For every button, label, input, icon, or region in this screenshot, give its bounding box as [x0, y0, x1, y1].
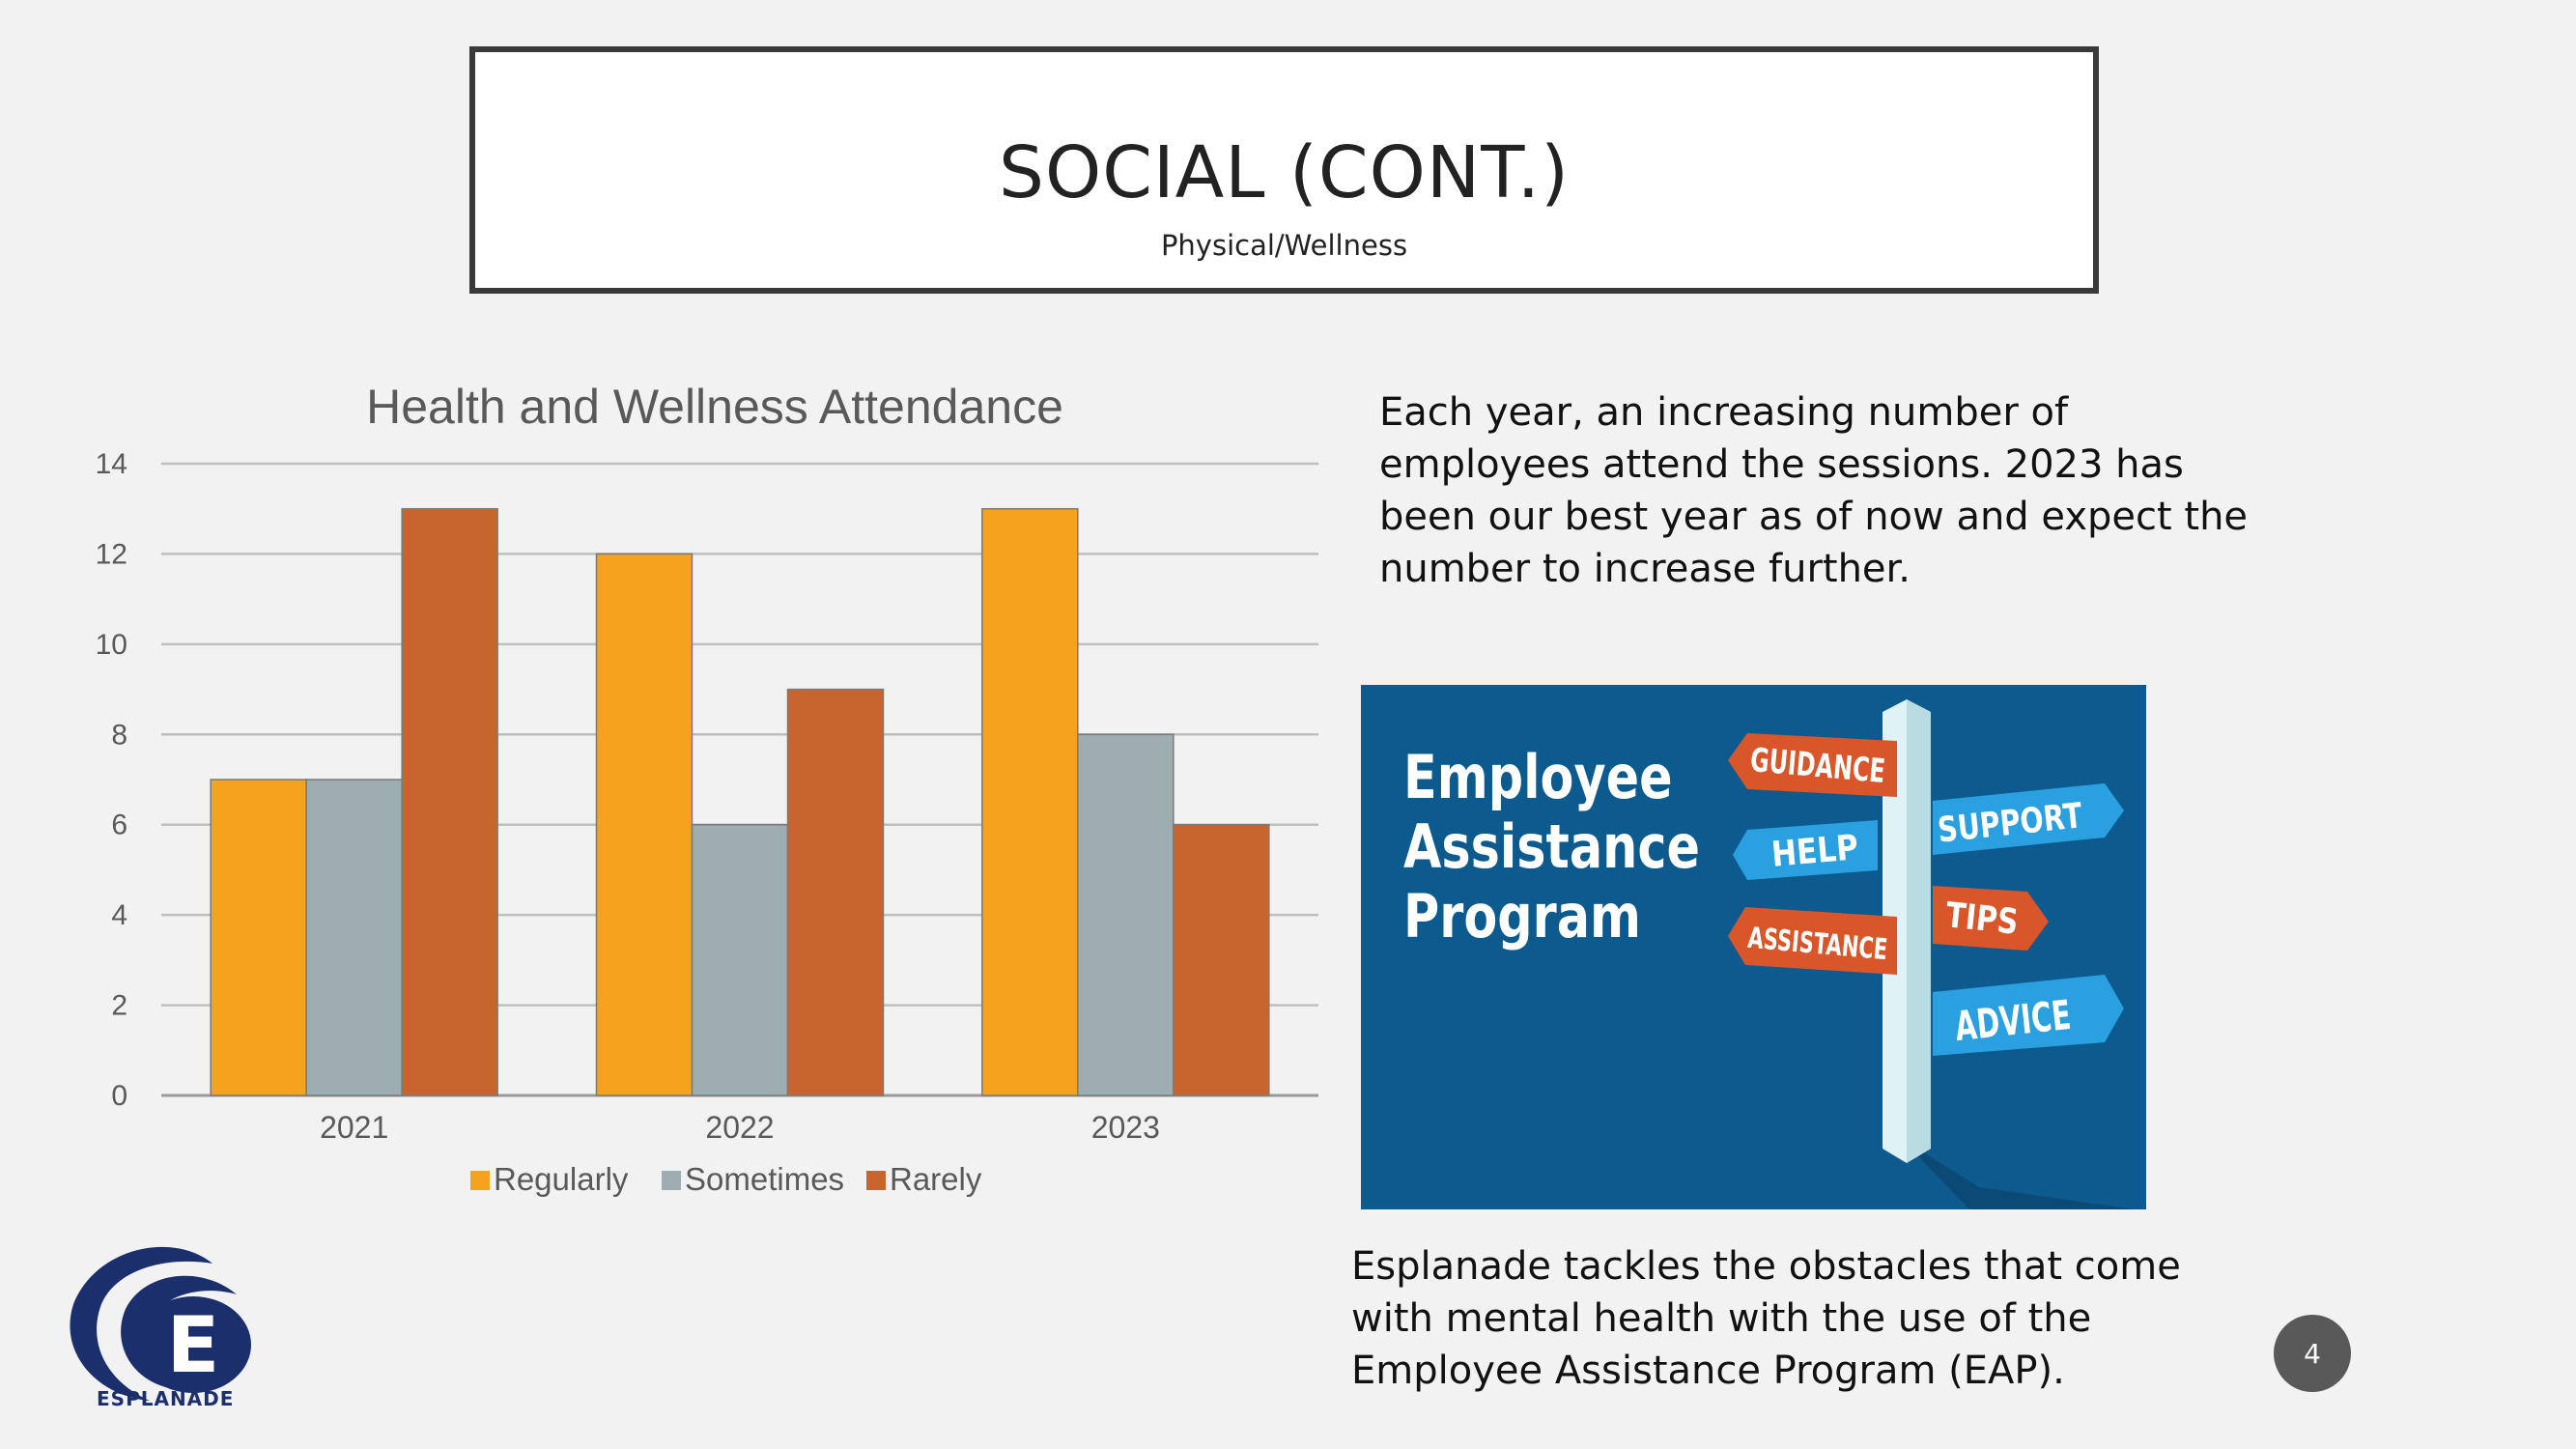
legend-swatch-rarely: [866, 1171, 886, 1190]
bar-regularly-2021: [210, 779, 307, 1096]
legend-swatch-regularly: [470, 1171, 490, 1190]
y-tick-label: 8: [111, 719, 127, 751]
y-tick-label: 12: [96, 538, 127, 570]
eap-image: Employee Assistance Program GUIDANCE HEL…: [1361, 685, 2146, 1209]
eap-heading-line3: Program: [1403, 881, 1642, 952]
y-tick-label: 2: [111, 990, 127, 1022]
sign-advice-shape: [1933, 975, 2124, 1056]
eap-description: Esplanade tackles the obstacles that com…: [1351, 1244, 2181, 1393]
signpost-graphic: GUIDANCE HELP SUPPORT TIPS ASSISTANCE AD…: [1728, 699, 2134, 1209]
chart-title: Health and Wellness Attendance: [366, 380, 1063, 434]
sign-tips-shape: [1933, 886, 2049, 951]
bar-rarely-2023: [1173, 823, 1270, 1096]
x-tick-label: 2021: [320, 1110, 388, 1145]
eap-heading: Employee Assistance Program: [1403, 742, 1700, 952]
bar-regularly-2023: [981, 507, 1079, 1096]
esplanade-logo: E: [70, 1246, 251, 1401]
sign-assistance-shape: [1728, 907, 1897, 975]
x-tick-label: 2023: [1091, 1110, 1160, 1145]
attendance-bar-chart: Health and Wellness Attendance 0 2 4 6 8 10 12 1…: [96, 380, 1318, 1197]
logo-letter: E: [167, 1300, 220, 1390]
y-tick-label: 0: [111, 1080, 127, 1112]
slide-subtitle: Physical/Wellness: [1160, 229, 1408, 262]
slide-title: SOCIAL (CONT.): [998, 131, 1571, 214]
legend-swatch-sometimes: [662, 1171, 681, 1190]
y-tick-label: 6: [111, 810, 127, 841]
attendance-description: Each year, an increasing number of emplo…: [1379, 390, 2249, 591]
x-tick-label: 2022: [705, 1110, 774, 1145]
legend-label-regularly: Regularly: [494, 1161, 629, 1197]
legend-label-rarely: Rarely: [890, 1161, 982, 1197]
y-tick-label: 10: [96, 629, 127, 661]
sign-support-shape: [1933, 783, 2124, 855]
y-tick-label: 14: [96, 448, 127, 480]
sign-help-label: HELP: [1769, 828, 1859, 875]
logo-wordmark: ESPLANADE: [97, 1387, 235, 1410]
sign-tips-label: TIPS: [1944, 895, 2021, 943]
y-tick-label: 4: [111, 899, 127, 931]
bar-sometimes-2021: [305, 779, 403, 1096]
bar-rarely-2022: [786, 688, 885, 1096]
legend-label-sometimes: Sometimes: [685, 1161, 844, 1197]
bar-sometimes-2023: [1077, 733, 1175, 1096]
bar-regularly-2022: [595, 553, 694, 1096]
sign-guidance-shape: [1728, 733, 1897, 797]
eap-heading-line2: Assistance: [1403, 811, 1700, 882]
bar-sometimes-2022: [691, 823, 789, 1096]
eap-heading-line1: Employee: [1403, 742, 1673, 812]
page-number-badge: 4: [2274, 1315, 2351, 1392]
sign-help-shape: [1733, 820, 1878, 880]
title-box: SOCIAL (CONT.) Physical/Wellness: [469, 46, 2099, 294]
bar-rarely-2021: [401, 507, 498, 1096]
